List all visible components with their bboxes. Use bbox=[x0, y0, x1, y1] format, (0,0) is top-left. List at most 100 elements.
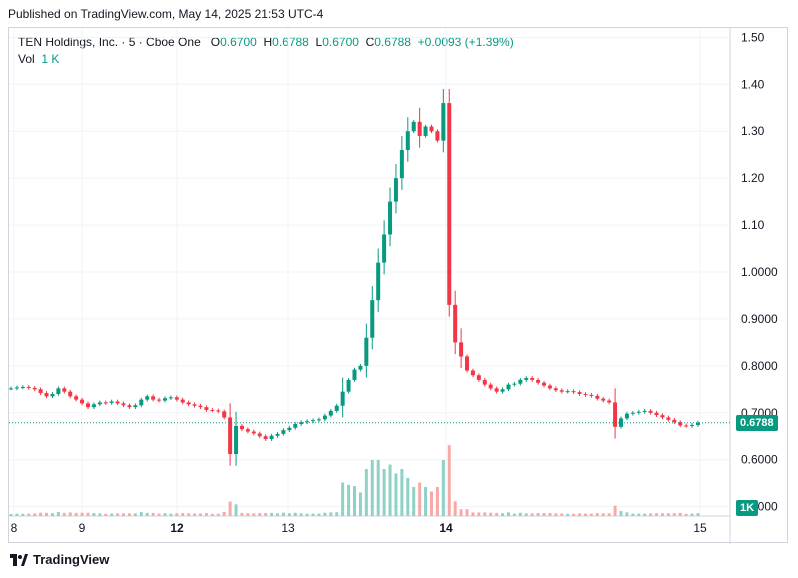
candle-body bbox=[530, 378, 535, 380]
volume-bar bbox=[441, 460, 445, 516]
volume-bar bbox=[56, 512, 60, 516]
candle-body bbox=[624, 413, 629, 419]
last-volume-tag: 1K bbox=[736, 500, 759, 516]
volume-bar bbox=[649, 513, 653, 516]
volume-bar bbox=[116, 513, 120, 516]
candle-body bbox=[228, 417, 233, 455]
candle-body bbox=[121, 403, 126, 406]
y-tick-label: 1.40 bbox=[741, 77, 765, 91]
candle-body bbox=[352, 369, 357, 380]
volume-bar bbox=[157, 513, 161, 516]
open-value: 0.6700 bbox=[220, 35, 257, 49]
candle-body bbox=[476, 375, 481, 380]
candle-body bbox=[287, 427, 292, 431]
open-label: O bbox=[210, 35, 221, 49]
candle-body bbox=[583, 394, 588, 395]
volume-bar bbox=[572, 513, 576, 516]
candle-body bbox=[696, 422, 700, 425]
volume-bar bbox=[512, 513, 516, 516]
volume-bar bbox=[429, 491, 433, 516]
volume-bar bbox=[554, 513, 558, 516]
y-tick-label: 1.10 bbox=[741, 218, 765, 232]
volume-bar bbox=[104, 513, 108, 516]
volume-bar bbox=[678, 512, 682, 516]
volume-bar bbox=[406, 478, 410, 516]
candle-body bbox=[613, 402, 618, 427]
candle-body bbox=[334, 405, 339, 411]
published-line: Published on TradingView.com, May 14, 20… bbox=[8, 7, 324, 21]
volume-bar bbox=[199, 513, 203, 516]
candle-body bbox=[690, 424, 695, 426]
volume-bar bbox=[536, 513, 540, 516]
candle-body bbox=[382, 234, 387, 263]
footer: TradingView bbox=[10, 552, 109, 567]
candle-body bbox=[672, 419, 677, 423]
candle-body bbox=[500, 389, 505, 392]
volume-bar bbox=[234, 504, 238, 516]
volume-bar bbox=[601, 513, 605, 516]
volume-bar bbox=[483, 512, 487, 516]
candle-body bbox=[595, 395, 600, 399]
candle-body bbox=[565, 391, 570, 393]
volume-bar bbox=[287, 513, 291, 516]
volume-bar bbox=[258, 513, 262, 516]
volume-bar bbox=[607, 513, 611, 516]
volume-bar bbox=[62, 512, 66, 516]
volume-bar bbox=[80, 512, 84, 516]
candle-body bbox=[393, 178, 398, 202]
candle-body bbox=[151, 396, 156, 400]
candle-body bbox=[429, 126, 434, 132]
volume-label: Vol bbox=[18, 52, 35, 66]
volume-bar bbox=[501, 513, 505, 516]
volume-bar bbox=[169, 513, 173, 516]
volume-bar bbox=[127, 513, 131, 516]
y-tick-label: 1.0000 bbox=[741, 265, 778, 279]
candle-body bbox=[145, 396, 150, 400]
volume-bar bbox=[50, 513, 54, 516]
candle-body bbox=[328, 410, 333, 416]
volume-bar bbox=[518, 512, 522, 516]
candle-body bbox=[62, 388, 67, 392]
volume-bar bbox=[110, 513, 114, 516]
y-tick-label: 0.6000 bbox=[741, 453, 778, 467]
candle-body bbox=[459, 342, 464, 357]
volume-bar bbox=[181, 513, 185, 516]
candle-body bbox=[257, 433, 262, 437]
candle-body bbox=[222, 411, 227, 418]
volume-bar bbox=[696, 513, 700, 516]
volume-bar bbox=[625, 512, 629, 516]
candle-body bbox=[32, 387, 37, 390]
candle-body bbox=[482, 379, 487, 385]
volume-bar bbox=[477, 512, 481, 516]
candle-body bbox=[453, 304, 458, 343]
candle-body bbox=[553, 388, 558, 391]
candle-body bbox=[340, 391, 345, 406]
candle-body bbox=[74, 396, 79, 400]
x-tick-label: 13 bbox=[281, 521, 295, 535]
volume-bar bbox=[660, 513, 664, 516]
volume-bar bbox=[98, 513, 102, 516]
tradingview-logo-icon bbox=[10, 553, 28, 566]
high-value: 0.6788 bbox=[272, 35, 309, 49]
candle-body bbox=[192, 404, 197, 406]
volume-bar bbox=[548, 513, 552, 516]
volume-bar bbox=[133, 513, 137, 516]
volume-bar bbox=[329, 512, 333, 516]
volume-bar bbox=[317, 513, 321, 516]
candle-body bbox=[571, 391, 576, 393]
volume-bar bbox=[578, 513, 582, 516]
candle-body bbox=[470, 370, 475, 376]
volume-bar bbox=[68, 512, 72, 516]
candle-body bbox=[115, 401, 120, 404]
candle-body bbox=[678, 422, 683, 426]
candle-body bbox=[127, 405, 132, 408]
candle-body bbox=[524, 378, 529, 380]
candle-body bbox=[518, 379, 523, 384]
candle-body bbox=[204, 407, 209, 410]
volume-bar bbox=[246, 513, 250, 516]
candle-body bbox=[68, 391, 73, 397]
candle-body bbox=[512, 383, 517, 385]
candle-body bbox=[536, 379, 541, 383]
candle-body bbox=[447, 103, 452, 305]
